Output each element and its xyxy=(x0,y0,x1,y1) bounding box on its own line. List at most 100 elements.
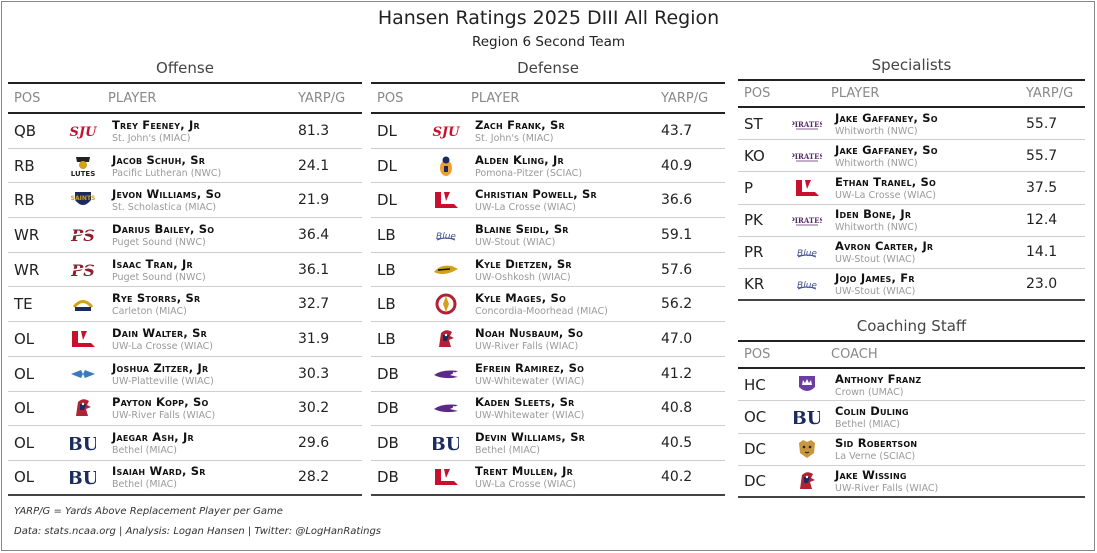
table-row: LB Kyle Dietzen, Sr UW-Oshkosh (WIAC) 57.6 xyxy=(371,253,725,288)
svg-text:LUTES: LUTES xyxy=(71,170,96,178)
stout-logo-icon: Blue xyxy=(783,276,831,292)
school-conference: UW-Platteville (WIAC) xyxy=(112,375,214,387)
player-cell: Devin Williams, Sr Bethel (MIAC) xyxy=(471,430,661,456)
platteville-logo-icon xyxy=(58,366,108,382)
yarp-value: 47.0 xyxy=(661,330,693,347)
svg-text:PIRATES: PIRATES xyxy=(792,120,822,129)
position-cell: P xyxy=(744,178,754,197)
yarp-value: 31.9 xyxy=(298,330,330,347)
player-cell: Dain Walter, Sr UW-La Crosse (WIAC) xyxy=(108,326,298,352)
offense-title: Offense xyxy=(156,59,214,77)
table-row: ST PIRATES Jake Gaffaney, So Whitworth (NWC… xyxy=(738,108,1085,141)
table-row: DL Alden Kling, Jr Pomona-Pitzer (SCIAC) 40… xyxy=(371,149,725,184)
specialists-table: POS PLAYER YARP/G ST PIRATES Jake Gaffaney… xyxy=(738,79,1085,302)
player-cell: Jojo James, Fr UW-Stout (WIAC) xyxy=(831,271,1026,297)
table-row: OL Payton Kopp, So UW-River Falls (WIAC) 30… xyxy=(8,392,362,427)
player-cell: Kyle Mages, So Concordia-Moorhead (MIAC) xyxy=(471,291,661,317)
svg-text:PS: PS xyxy=(70,261,95,280)
yarp-value: 40.5 xyxy=(661,435,693,452)
yarp-value: 36.4 xyxy=(298,226,330,243)
table-row: PR Blue Avron Carter, Jr UW-Stout (WIAC) 14.… xyxy=(738,237,1085,269)
bethel-logo-icon: BU xyxy=(421,432,471,454)
position-cell: DB xyxy=(377,434,399,453)
specialists-title: Specialists xyxy=(871,56,952,74)
svg-text:SJU: SJU xyxy=(433,125,461,140)
school-conference: La Verne (SCIAC) xyxy=(835,451,916,463)
pos-header: POS xyxy=(14,90,41,106)
school-conference: Bethel (MIAC) xyxy=(112,445,177,457)
warhawk-logo-icon xyxy=(421,400,471,416)
player-cell: Jacob Schuh, Sr Pacific Lutheran (NWC) xyxy=(108,153,298,179)
pirates-logo-icon: PIRATES xyxy=(783,117,831,131)
table-row: RB LUTES Jacob Schuh, Sr Pacific Lutheran (… xyxy=(8,149,362,184)
school-conference: Bethel (MIAC) xyxy=(475,445,540,457)
coach-name: Colin Duling xyxy=(835,403,909,418)
table-row: TE Rye Storrs, Sr Carleton (MIAC) 32.7 xyxy=(8,287,362,323)
player-cell: Blaine Seidl, Sr UW-Stout (WIAC) xyxy=(471,222,661,248)
coach-cell: Jake Wissing UW-River Falls (WIAC) xyxy=(831,468,1026,494)
concordia-logo-icon xyxy=(421,292,471,316)
player-cell: Isaac Tran, Jr Puget Sound (NWC) xyxy=(108,257,298,283)
player-cell: Joshua Zitzer, Jr UW-Platteville (WIAC) xyxy=(108,361,298,387)
yarp-value: 40.8 xyxy=(661,400,693,417)
table-row: DC Sid Robertson La Verne (SCIAC) xyxy=(738,434,1085,466)
value-header: YARP/G xyxy=(1026,86,1074,101)
player-cell: Noah Nusbaum, So UW-River Falls (WIAC) xyxy=(471,326,661,352)
player-name: Kaden Sleets, Sr xyxy=(475,395,575,410)
school-conference: UW-Stout (WIAC) xyxy=(835,286,916,298)
bethel-logo-icon: BU xyxy=(58,466,108,488)
position-cell: DB xyxy=(377,399,399,418)
player-name: Kyle Dietzen, Sr xyxy=(475,256,572,271)
player-cell: Trent Mullen, Jr UW-La Crosse (WIAC) xyxy=(471,464,661,490)
offense-rows: QB SJU Trey Feeney, Jr St. John's (MIAC) 81.… xyxy=(8,114,362,496)
position-cell: HC xyxy=(744,375,766,394)
school-conference: Whitworth (NWC) xyxy=(835,157,918,169)
yarp-value: 81.3 xyxy=(298,122,330,139)
svg-text:BU: BU xyxy=(70,468,96,488)
yarp-value: 28.2 xyxy=(298,469,330,486)
position-cell: OL xyxy=(14,399,35,418)
player-name: Iden Bone, Jr xyxy=(835,207,912,222)
pirates-logo-icon: PIRATES xyxy=(783,149,831,163)
yarp-value: 24.1 xyxy=(298,157,330,174)
player-cell: Kyle Dietzen, Sr UW-Oshkosh (WIAC) xyxy=(471,257,661,283)
position-cell: OL xyxy=(14,434,35,453)
specialists-panel: Specialists POS PLAYER YARP/G ST PIRATES J… xyxy=(738,55,1085,302)
specialists-header-row: POS PLAYER YARP/G xyxy=(738,81,1085,108)
school-conference: St. John's (MIAC) xyxy=(475,132,554,144)
school-conference: St. John's (MIAC) xyxy=(112,132,191,144)
uwl-logo-icon xyxy=(421,189,471,211)
player-name: Trent Mullen, Jr xyxy=(475,464,573,479)
school-conference: Puget Sound (NWC) xyxy=(112,236,206,248)
player-cell: Payton Kopp, So UW-River Falls (WIAC) xyxy=(108,395,298,421)
yarp-value: 59.1 xyxy=(661,226,693,243)
school-conference: UW-Oshkosh (WIAC) xyxy=(475,271,571,283)
coach-cell: Anthony Franz Crown (UMAC) xyxy=(831,372,1026,398)
uwl-logo-icon xyxy=(421,466,471,488)
table-row: OL Dain Walter, Sr UW-La Crosse (WIAC) 31.9 xyxy=(8,322,362,357)
coach-name: Anthony Franz xyxy=(835,371,922,386)
table-row: WR PS Isaac Tran, Jr Puget Sound (NWC) 36.1 xyxy=(8,253,362,288)
player-cell: Jake Gaffaney, So Whitworth (NWC) xyxy=(831,111,1026,137)
data-credits: Data: stats.ncaa.org | Analysis: Logan H… xyxy=(14,526,382,537)
school-conference: Pacific Lutheran (NWC) xyxy=(112,167,222,179)
player-cell: Trey Feeney, Jr St. John's (MIAC) xyxy=(108,118,298,144)
school-conference: UW-Whitewater (WIAC) xyxy=(475,375,585,387)
leopard-logo-icon xyxy=(783,437,831,461)
position-cell: LB xyxy=(377,260,396,279)
warhawk-logo-icon xyxy=(421,366,471,382)
player-header: PLAYER xyxy=(108,90,157,106)
coaching-title: Coaching Staff xyxy=(856,317,967,335)
position-cell: DL xyxy=(377,191,397,210)
player-cell: Kaden Sleets, Sr UW-Whitewater (WIAC) xyxy=(471,395,661,421)
position-cell: TE xyxy=(14,295,33,314)
player-cell: Avron Carter, Jr UW-Stout (WIAC) xyxy=(831,239,1026,265)
defense-header-row: POS PLAYER YARP/G xyxy=(371,84,725,114)
player-cell: Rye Storrs, Sr Carleton (MIAC) xyxy=(108,291,298,317)
pos-header: POS xyxy=(744,86,771,101)
table-row: OC BU Colin Duling Bethel (MIAC) xyxy=(738,401,1085,434)
yarp-value: 55.7 xyxy=(1026,147,1058,164)
svg-text:BU: BU xyxy=(433,434,459,454)
table-row: RB SAINTS Jevon Williams, So St. Scholastic… xyxy=(8,183,362,219)
position-cell: LB xyxy=(377,329,396,348)
